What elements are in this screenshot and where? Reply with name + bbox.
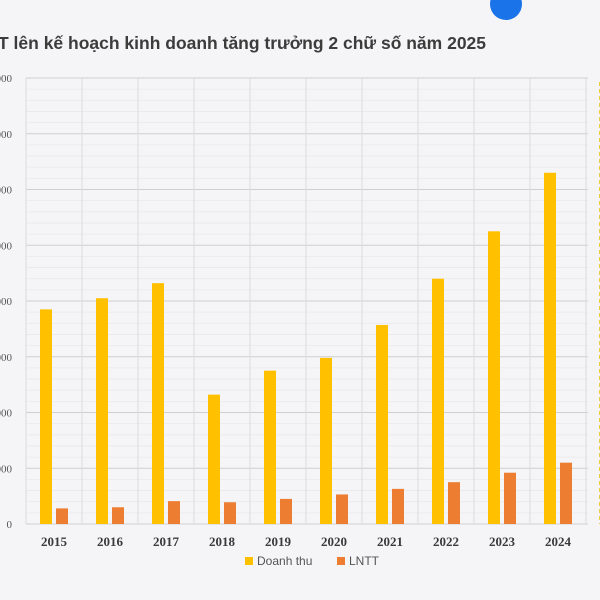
profit-bar — [560, 462, 572, 524]
y-axis-ticks: 0000000000000000000000000 — [0, 73, 13, 531]
profit-bar — [280, 498, 292, 524]
y-tick-label: 000 — [0, 408, 13, 420]
floating-action-dot[interactable] — [490, 0, 522, 20]
y-tick-label: 000 — [0, 296, 13, 308]
legend-swatch — [337, 557, 345, 565]
legend-swatch — [245, 557, 253, 565]
profit-bar — [224, 502, 236, 524]
grid-lines — [25, 77, 588, 525]
chart-title: T lên kế hoạch kinh doanh tăng trưởng 2 … — [0, 33, 487, 53]
revenue-bar — [96, 298, 108, 524]
legend: Doanh thu LNTT — [245, 554, 380, 568]
x-tick-label: 2016 — [97, 534, 124, 549]
y-tick-label: 000 — [0, 185, 13, 197]
revenue-bar — [544, 172, 556, 524]
profit-bar — [56, 508, 68, 524]
revenue-bar — [152, 283, 164, 524]
y-tick-label: 000 — [0, 240, 13, 252]
y-tick-label: 000 — [0, 352, 13, 364]
revenue-bar — [264, 370, 276, 524]
x-tick-label: 2015 — [41, 534, 68, 549]
x-tick-label: 2017 — [153, 534, 180, 549]
y-tick-label: 000 — [0, 463, 13, 475]
x-tick-label: 2021 — [377, 534, 403, 549]
revenue-bar — [320, 357, 332, 524]
legend-label: LNTT — [349, 554, 380, 568]
revenue-bar — [488, 231, 500, 524]
profit-bar — [112, 507, 124, 524]
bars — [40, 172, 572, 524]
profit-bar — [392, 488, 404, 524]
revenue-bar — [208, 394, 220, 524]
profit-bar — [448, 482, 460, 524]
x-tick-label: 2020 — [321, 534, 347, 549]
legend-label: Doanh thu — [257, 554, 312, 568]
profit-bar — [336, 494, 348, 524]
profit-bar — [504, 472, 516, 524]
revenue-bar — [40, 309, 52, 524]
y-tick-label: 000 — [0, 129, 13, 141]
x-tick-label: 2018 — [209, 534, 236, 549]
revenue-bar — [376, 324, 388, 524]
x-tick-label: 2019 — [265, 534, 292, 549]
y-tick-label: 0 — [7, 519, 13, 531]
x-tick-label: 2022 — [433, 534, 459, 549]
y-tick-label: 000 — [0, 73, 13, 85]
revenue-bar — [432, 278, 444, 524]
x-tick-label: 2024 — [545, 534, 572, 549]
x-tick-label: 2023 — [489, 534, 516, 549]
profit-bar — [168, 501, 180, 524]
x-axis-ticks: 2015 2016 2017 2018 2019 2020 2021 2022 2023 2024… — [41, 534, 572, 549]
